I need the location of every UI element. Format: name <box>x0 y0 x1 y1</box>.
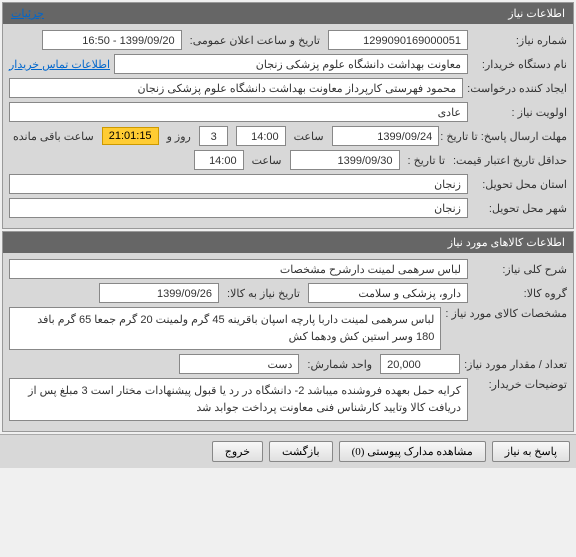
button-bar: پاسخ به نیاز مشاهده مدارک پیوستی (0) باز… <box>0 434 576 468</box>
city-field: زنجان <box>9 198 468 218</box>
goods-info-header: اطلاعات کالاهای مورد نیاز <box>3 232 573 253</box>
unit-field: دست <box>179 354 299 374</box>
buyer-org-label: نام دستگاه خریدار: <box>472 58 567 71</box>
respond-button[interactable]: پاسخ به نیاز <box>492 441 570 462</box>
qty-field: 20,000 <box>380 354 460 374</box>
unit-label: واحد شمارش: <box>303 358 376 371</box>
need-date-label: تاریخ نیاز به کالا: <box>223 287 304 300</box>
buyer-notes-label: توضیحات خریدار: <box>472 378 567 391</box>
desc-field: لباس سرهمی لمینت دارشرح مشخصات <box>9 259 468 279</box>
need-info-panel: اطلاعات نیاز جزئیات شماره نیاز: 12990901… <box>2 2 574 229</box>
days-remaining-field: 3 <box>199 126 229 146</box>
response-time-field: 14:00 <box>236 126 285 146</box>
goods-panel-title: اطلاعات کالاهای مورد نیاز <box>448 236 565 249</box>
days-label: روز و <box>163 130 195 143</box>
back-button[interactable]: بازگشت <box>269 441 333 462</box>
desc-label: شرح کلی نیاز: <box>472 263 567 276</box>
need-info-body: شماره نیاز: 1299090169000051 تاریخ و ساع… <box>3 24 573 228</box>
goods-info-body: شرح کلی نیاز: لباس سرهمی لمینت دارشرح مش… <box>3 253 573 431</box>
need-date-field: 1399/09/26 <box>99 283 219 303</box>
priority-label: اولویت نیاز : <box>472 106 567 119</box>
validity-label: حداقل تاریخ اعتبار قیمت: <box>453 154 567 167</box>
validity-time-field: 14:00 <box>194 150 244 170</box>
validity-until-label: تا تاریخ : <box>404 154 449 167</box>
need-number-label: شماره نیاز: <box>472 34 567 47</box>
details-link[interactable]: جزئیات <box>11 7 44 20</box>
priority-field: عادی <box>9 102 468 122</box>
response-date-field: 1399/09/24 <box>332 126 440 146</box>
group-label: گروه کالا: <box>472 287 567 300</box>
group-field: دارو، پزشکی و سلامت <box>308 283 468 303</box>
public-date-field: 1399/09/20 - 16:50 <box>42 30 182 50</box>
time-label-2: ساعت <box>248 154 286 167</box>
city-label: شهر محل تحویل: <box>472 202 567 215</box>
province-field: زنجان <box>9 174 468 194</box>
validity-date-field: 1399/09/30 <box>290 150 400 170</box>
specs-field: لباس سرهمی لمینت داربا پارچه اسپان باقری… <box>9 307 441 350</box>
response-deadline-label: مهلت ارسال پاسخ: تا تاریخ : <box>443 130 567 143</box>
exit-button[interactable]: خروج <box>212 441 263 462</box>
buyer-org-field: معاونت بهداشت دانشگاه علوم پزشکی زنجان <box>114 54 468 74</box>
creator-field: محمود فهرستی کارپرداز معاونت بهداشت دانش… <box>9 78 463 98</box>
creator-label: ایجاد کننده درخواست: <box>467 82 567 95</box>
remaining-label: ساعت باقی مانده <box>9 130 98 143</box>
province-label: استان محل تحویل: <box>472 178 567 191</box>
time-label-1: ساعت <box>290 130 328 143</box>
need-number-field: 1299090169000051 <box>328 30 468 50</box>
panel-title: اطلاعات نیاز <box>508 7 565 20</box>
contact-link[interactable]: اطلاعات تماس خریدار <box>9 58 110 71</box>
qty-label: تعداد / مقدار مورد نیاز: <box>464 358 567 371</box>
need-info-header: اطلاعات نیاز جزئیات <box>3 3 573 24</box>
public-date-label: تاریخ و ساعت اعلان عمومی: <box>186 34 324 47</box>
goods-info-panel: اطلاعات کالاهای مورد نیاز شرح کلی نیاز: … <box>2 231 574 432</box>
countdown-timer: 21:01:15 <box>102 127 159 145</box>
attachments-button[interactable]: مشاهده مدارک پیوستی (0) <box>339 441 486 462</box>
buyer-notes-field: کرایه حمل بعهده فروشنده میباشد 2- دانشگا… <box>9 378 468 421</box>
specs-label: مشخصات کالای مورد نیاز : <box>445 307 567 320</box>
